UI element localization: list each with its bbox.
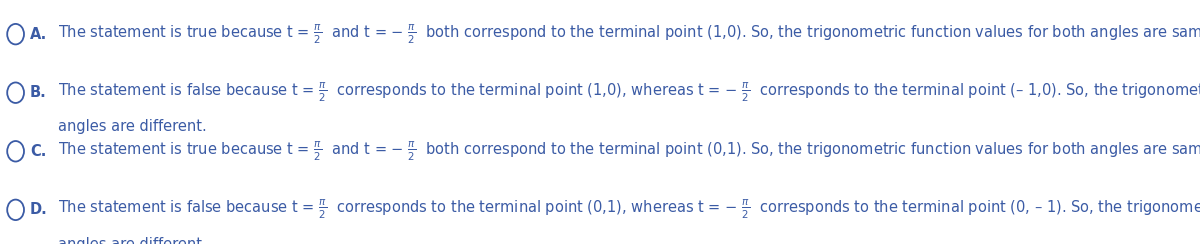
- Text: D.: D.: [30, 202, 48, 217]
- Text: The statement is true because t = $\frac{\pi}{2}$  and t = − $\frac{\pi}{2}$  bo: The statement is true because t = $\frac…: [58, 22, 1200, 46]
- Text: The statement is true because t = $\frac{\pi}{2}$  and t = − $\frac{\pi}{2}$  bo: The statement is true because t = $\frac…: [58, 140, 1200, 163]
- Text: B.: B.: [30, 85, 47, 100]
- Text: A.: A.: [30, 27, 47, 42]
- Text: The statement is false because t = $\frac{\pi}{2}$  corresponds to the terminal : The statement is false because t = $\fra…: [58, 81, 1200, 104]
- Text: C.: C.: [30, 144, 47, 159]
- Text: angles are different.: angles are different.: [58, 236, 206, 244]
- Text: The statement is false because t = $\frac{\pi}{2}$  corresponds to the terminal : The statement is false because t = $\fra…: [58, 198, 1200, 222]
- Text: angles are different.: angles are different.: [58, 119, 206, 134]
